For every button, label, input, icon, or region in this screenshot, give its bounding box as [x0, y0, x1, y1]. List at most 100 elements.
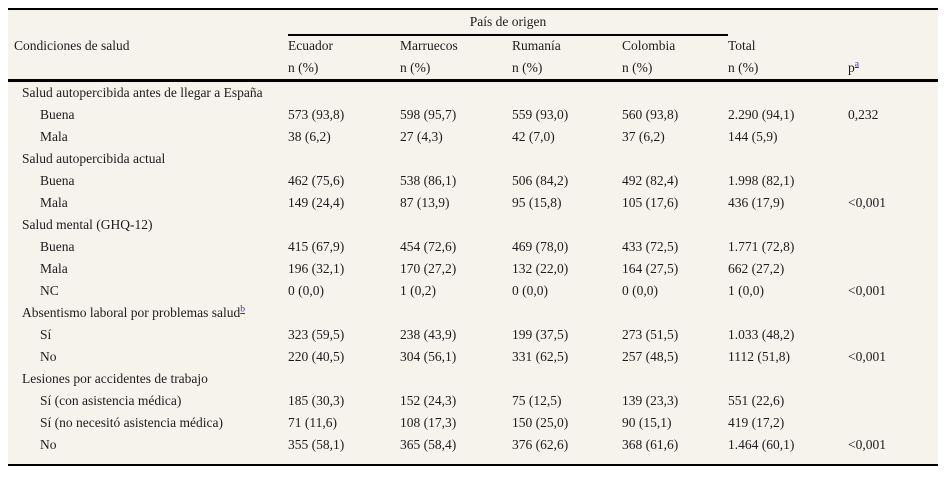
value-cell [288, 214, 400, 236]
label-text: Sí (con asistencia médica) [40, 393, 182, 409]
row-label: NC [8, 280, 288, 302]
column-header-row: Condiciones de salud Ecuador Marruecos R… [8, 35, 938, 56]
section-label: Salud autopercibida antes de llegar a Es… [8, 81, 288, 105]
label-text: Absentismo laboral por problemas salud [22, 305, 241, 321]
value-cell [400, 214, 512, 236]
section-label: Lesiones por accidentes de trabajo [8, 368, 288, 390]
value-cell [288, 302, 400, 324]
value-cell [728, 302, 842, 324]
value-cell: 376 (62,6) [512, 437, 569, 453]
value-cell [622, 214, 728, 236]
subheader-row: n (%) n (%) n (%) n (%) n (%) pa [8, 56, 938, 82]
table-header: País de origen Condiciones de salud Ecua… [8, 9, 938, 82]
row-label: Buena [8, 236, 288, 258]
value-cell: 149 (24,4) [288, 195, 345, 211]
table-row: Salud mental (GHQ-12) [8, 214, 938, 236]
value-cell [622, 368, 728, 390]
table-row: Mala 149 (24,4) 87 (13,9) 95 (15,8) 105 (17,… [8, 192, 938, 214]
label-text: NC [40, 283, 59, 299]
value-cell: 331 (62,5) [512, 349, 569, 365]
subheader-n-pct: n (%) [512, 56, 622, 82]
p-value-cell: <0,001 [848, 283, 886, 299]
value-cell [400, 148, 512, 170]
value-cell: 538 (86,1) [400, 173, 457, 189]
footnote-a-link[interactable]: a [854, 59, 859, 70]
footnote-b-link[interactable]: b [240, 304, 245, 315]
label-text: Buena [40, 239, 75, 255]
value-cell: 415 (67,9) [288, 239, 345, 255]
p-value-cell [842, 236, 938, 258]
value-cell: 1 (0,0) [728, 283, 764, 299]
p-value-cell [842, 126, 938, 148]
spacer-cell [8, 9, 288, 35]
table-row: Absentismo laboral por problemas saludb [8, 302, 938, 324]
value-cell: 144 (5,9) [728, 129, 778, 145]
row-label: Mala [8, 258, 288, 280]
table-body: Salud autopercibida antes de llegar a Es… [8, 81, 938, 466]
table-row: Sí 323 (59,5) 238 (43,9) 199 (37,5) 273 (51,… [8, 324, 938, 346]
table-row: No 355 (58,1) 365 (58,4) 376 (62,6) 368 (61,… [8, 434, 938, 465]
value-cell: 1.771 (72,8) [728, 239, 795, 255]
table-row: No 220 (40,5) 304 (56,1) 331 (62,5) 257 (48,… [8, 346, 938, 368]
section-label: Absentismo laboral por problemas saludb [8, 302, 288, 324]
p-value-cell [842, 148, 938, 170]
value-cell: 185 (30,3) [288, 393, 345, 409]
row-label: Sí (con asistencia médica) [8, 390, 288, 412]
value-cell [622, 302, 728, 324]
table-row: Mala 196 (32,1) 170 (27,2) 132 (22,0) 164 (2… [8, 258, 938, 280]
table-row: Sí (no necesitó asistencia médica) 71 (11… [8, 412, 938, 434]
health-conditions-table: País de origen Condiciones de salud Ecua… [8, 8, 938, 466]
table-row: Mala 38 (6,2) 27 (4,3) 42 (7,0) 37 (6,2) 144 … [8, 126, 938, 148]
p-value-cell [842, 214, 938, 236]
value-cell [728, 148, 842, 170]
table-row: NC 0 (0,0) 1 (0,2) 0 (0,0) 0 (0,0) 1 (0,0) <0,… [8, 280, 938, 302]
row-label: Sí (no necesitó asistencia médica) [8, 412, 288, 434]
value-cell [728, 214, 842, 236]
value-cell: 433 (72,5) [622, 239, 679, 255]
col-header-colombia: Colombia [622, 38, 676, 54]
p-value-cell [842, 258, 938, 280]
value-cell: 1112 (51,8) [728, 349, 790, 365]
p-value-cell: <0,001 [848, 437, 886, 453]
row-label: No [8, 346, 288, 368]
table-row: Salud autopercibida actual [8, 148, 938, 170]
value-cell: 90 (15,1) [622, 415, 672, 431]
p-value-cell [842, 324, 938, 346]
spacer-cell [842, 9, 938, 35]
table-row: Salud autopercibida antes de llegar a Es… [8, 81, 938, 105]
subheader-n-pct: n (%) [288, 56, 400, 82]
value-cell: 573 (93,8) [288, 107, 345, 123]
value-cell: 37 (6,2) [622, 129, 665, 145]
p-value-cell [842, 368, 938, 390]
row-label: Mala [8, 192, 288, 214]
value-cell: 1 (0,2) [400, 283, 436, 299]
label-text: Buena [40, 107, 75, 123]
subheader-n-pct: n (%) [728, 56, 842, 82]
label-text: No [40, 437, 57, 453]
value-cell: 355 (58,1) [288, 437, 345, 453]
value-cell [622, 81, 728, 105]
label-text: Buena [40, 173, 75, 189]
value-cell: 454 (72,6) [400, 239, 457, 255]
value-cell: 27 (4,3) [400, 129, 443, 145]
row-label: Sí [8, 324, 288, 346]
value-cell: 368 (61,6) [622, 437, 679, 453]
p-value-cell [842, 170, 938, 192]
value-cell: 1.033 (48,2) [728, 327, 795, 343]
row-label: Buena [8, 170, 288, 192]
value-cell: 598 (95,7) [400, 107, 457, 123]
label-text: Mala [40, 129, 68, 145]
col-header-rumania: Rumanía [512, 38, 561, 54]
value-cell [400, 81, 512, 105]
col-header-p: pa [842, 56, 938, 82]
value-cell: 273 (51,5) [622, 327, 679, 343]
section-label: Salud mental (GHQ-12) [8, 214, 288, 236]
value-cell: 2.290 (94,1) [728, 107, 795, 123]
value-cell [728, 368, 842, 390]
document-page: País de origen Condiciones de salud Ecua… [0, 8, 948, 489]
row-label: No [8, 434, 288, 465]
row-label: Buena [8, 104, 288, 126]
p-value-cell: 0,232 [848, 107, 879, 123]
table-row: Lesiones por accidentes de trabajo [8, 368, 938, 390]
country-group-header: País de origen [288, 9, 728, 36]
